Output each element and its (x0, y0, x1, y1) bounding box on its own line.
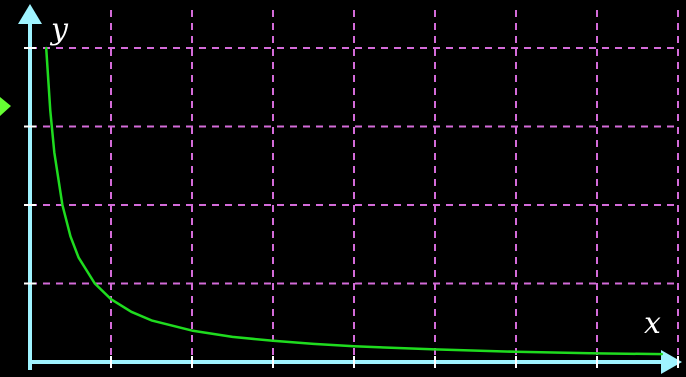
axes (18, 4, 682, 374)
x-axis-arrow-icon (661, 350, 682, 374)
series-group (44, 46, 664, 356)
edge-arrow-icon (0, 97, 11, 116)
x-axis-label: x (644, 306, 661, 341)
series-line (44, 46, 664, 356)
grid (30, 10, 679, 362)
y-axis-label: y (49, 12, 69, 47)
y-axis-arrow-icon (18, 4, 42, 24)
